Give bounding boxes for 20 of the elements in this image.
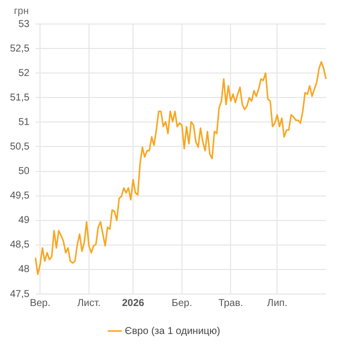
x-tick-label: Лип. <box>267 298 288 309</box>
x-tick-label: Вер. <box>30 298 50 309</box>
y-tick-label: 48,5 <box>10 240 30 251</box>
x-tick-label: Трав. <box>218 298 244 309</box>
y-tick-label: 52,5 <box>10 43 30 54</box>
y-tick-label: 52 <box>18 68 30 79</box>
x-tick-label: Бер. <box>172 298 192 309</box>
y-tick-label: 49 <box>18 215 30 226</box>
y-tick-label: 50,5 <box>10 141 30 152</box>
y-tick-label: 53 <box>18 18 30 30</box>
y-tick-label: 47,5 <box>10 288 30 300</box>
y-tick-label: 51,5 <box>10 92 30 104</box>
x-tick-label: Лист. <box>77 298 101 309</box>
y-tick-label: 48 <box>18 264 30 276</box>
y-tick-label: 50 <box>18 166 30 178</box>
y-tick-label: 51 <box>18 116 30 128</box>
x-tick-label: 2026 <box>122 298 145 309</box>
y-tick-label: 49,5 <box>10 190 30 202</box>
legend-label: Євро (за 1 одиницю) <box>124 326 220 337</box>
y-axis-title: грн <box>14 6 29 17</box>
